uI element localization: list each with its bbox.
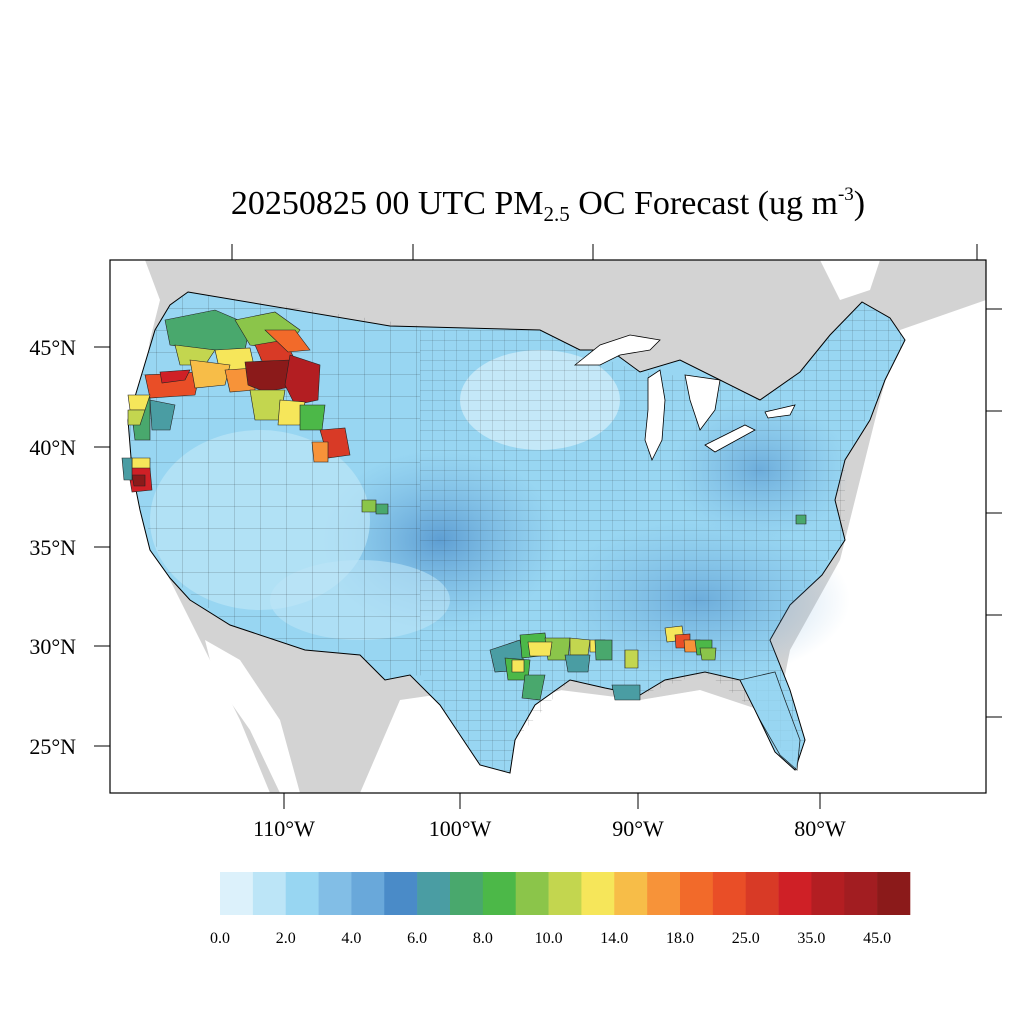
colorbar-swatch [680,872,714,915]
colorbar-swatch [614,872,648,915]
colorbar-swatch [318,872,352,915]
colorbar-swatch [417,872,451,915]
hotspot-alabama [664,625,717,661]
title-rest: OC Forecast (ug m [578,185,838,222]
colorbar-swatch [252,872,287,915]
colorbar-label: 25.0 [732,930,760,947]
pacific-ocean [110,260,270,793]
hotspot-pacific-northwest [127,309,326,441]
lat-label: 45°N [29,335,76,360]
lat-label: 30°N [29,634,76,659]
hotspot-colorado [361,499,389,515]
map-title: 20250825 00 UTC PM2.5 OC Forecast (ug m-… [0,184,1024,227]
title-species: PM [494,185,544,222]
colorbar-swatch [712,872,747,915]
colorbar-swatch [548,872,582,915]
colorbar-swatch [877,872,911,915]
hotspot-virginia [795,514,807,525]
colorbar-label: 10.0 [535,930,563,947]
colorbar-label: 35.0 [797,930,825,947]
longitude-labels: 110°W 100°W 90°W 80°W [253,816,846,841]
lake-superior [573,334,661,366]
colorbar-swatch [581,872,615,915]
colorbar-swatch [220,872,254,915]
colorbar-label: 45.0 [863,930,891,947]
colorbar-swatch [844,872,878,915]
colorbar-label: 0.0 [210,930,230,947]
colorbar-label: 8.0 [473,930,493,947]
colorbar-swatch [745,872,779,915]
hotspot-northern-california [121,457,153,493]
colorbar-swatch [384,872,418,915]
lon-label: 90°W [612,816,664,841]
plot-frame [109,259,987,794]
colorbar-label: 6.0 [407,930,427,947]
axis-ticks [94,244,1002,809]
colorbar-swatch [351,872,385,915]
lat-label: 35°N [29,535,76,560]
colorbar: 0.0 2.0 4.0 6.0 8.0 10.0 14.0 18.0 25.0 35.0 45.0 [210,872,911,947]
county-grid-west [128,292,420,680]
lat-label: 40°N [29,435,76,460]
lake-erie [704,424,756,453]
hotspot-wyoming [311,427,351,463]
atlantic-ocean [780,300,986,793]
colorbar-label: 18.0 [666,930,694,947]
colorbar-label: 2.0 [276,930,296,947]
lake-huron [684,374,721,431]
title-date: 20250825 [230,185,367,222]
lon-label: 110°W [253,816,315,841]
colorbar-label: 14.0 [600,930,628,947]
lake-michigan [644,369,666,462]
colorbar-swatch [811,872,845,915]
colorbar-swatch [647,872,681,915]
title-unit-sup: -3 [837,184,854,205]
gulf-of-california [205,640,300,793]
colorbar-label: 4.0 [341,930,361,947]
title-time: 00 UTC [375,185,486,222]
lon-label: 80°W [794,816,846,841]
colorbar-swatch [515,872,549,915]
colorbar-swatch [285,872,319,915]
title-close: ) [853,185,866,222]
colorbar-swatch [778,872,812,915]
florida [739,671,801,771]
hudson-bay-water [820,260,880,300]
title-species-sub: 2.5 [543,202,570,226]
lon-label: 100°W [429,816,492,841]
hotspot-east-texas [489,632,641,701]
lake-ontario [764,404,796,419]
latitude-labels: 45°N 40°N 35°N 30°N 25°N [29,335,76,759]
lat-label: 25°N [29,734,76,759]
colorbar-swatch [482,872,517,915]
colorbar-swatch [450,872,484,915]
